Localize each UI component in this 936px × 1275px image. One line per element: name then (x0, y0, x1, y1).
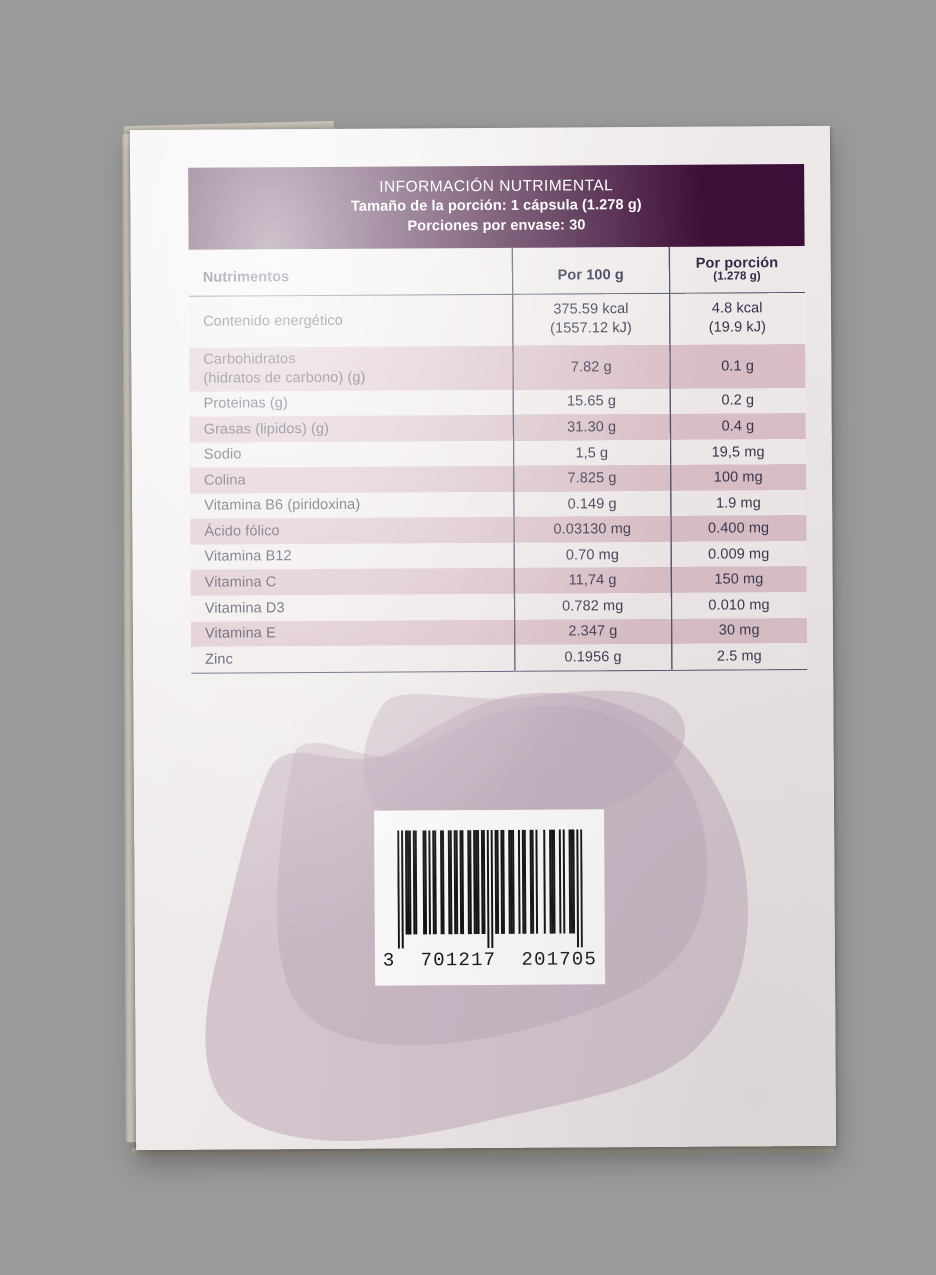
row-label-line2: (hidratos de carbono) (g) (203, 369, 366, 387)
servings-per-container-text: Porciones por envase: 30 (407, 216, 586, 235)
row-value-per-serving: 0.009 mg (670, 540, 807, 568)
table-row: Carbohidratos (hidratos de carbono) (g) … (189, 343, 806, 392)
product-carton: INFORMACIÓN NUTRIMENTAL Tamaño de la por… (122, 120, 837, 1157)
row-value-per-100g-line2: (1557.12 kJ) (550, 320, 632, 337)
barcode-bars (396, 829, 583, 949)
table-row: Colina 7.825 g 100 mg (189, 464, 807, 494)
table-row: Ácido fólico 0.03130 mg 0.400 mg (190, 515, 807, 545)
table-header-row: Nutrimentos Por 100 g Por porción (1.278… (188, 245, 805, 296)
row-value-per-100g: 0.03130 mg (513, 516, 671, 543)
row-label: Contenido energético (188, 294, 513, 348)
row-value-per-serving: 0.010 mg (671, 592, 807, 619)
row-value-per-100g: 0.1956 g (514, 643, 672, 671)
row-value-per-100g: 31.30 g (513, 414, 671, 441)
row-label: Colina (189, 466, 514, 494)
row-label: Vitamina E (190, 619, 515, 647)
row-label: Proteinas (g) (189, 389, 514, 417)
barcode-digits: 3 701217 201705 (382, 948, 598, 972)
row-value-per-serving-line1: 4.8 kcal (711, 299, 763, 317)
nutrition-facts-label: INFORMACIÓN NUTRIMENTAL Tamaño de la por… (188, 164, 808, 674)
row-value-per-serving: 4.8 kcal (19.9 kJ) (669, 292, 806, 345)
table-row: Vitamina C 11,74 g 150 mg (190, 566, 807, 596)
row-value-per-serving: 150 mg (671, 566, 807, 593)
row-value-per-serving: 0.4 g (670, 413, 806, 440)
row-value-per-100g: 0.149 g (513, 490, 671, 518)
row-value-per-100g: 1,5 g (513, 439, 671, 467)
row-label: Vitamina C (190, 568, 515, 596)
table-row: Contenido energético 375.59 kcal (1557.1… (188, 292, 806, 348)
column-header-per-serving-sub: (1.278 g) (713, 269, 761, 283)
carton-back-face: INFORMACIÓN NUTRIMENTAL Tamaño de la por… (129, 125, 837, 1151)
row-value-per-100g: 11,74 g (513, 567, 672, 594)
table-row: Sodio 1,5 g 19,5 mg (189, 438, 806, 469)
column-header-per-100g: Por 100 g (512, 246, 670, 295)
table-row: Vitamina E 2.347 g 30 mg (190, 617, 808, 647)
row-value-per-100g: 375.59 kcal (1557.12 kJ) (512, 293, 670, 346)
row-value-per-100g: 7.825 g (513, 465, 671, 492)
row-value-per-serving: 30 mg (671, 617, 808, 644)
column-header-per-serving: Por porción (1.278 g) (669, 245, 805, 294)
row-value-per-100g: 0.782 mg (514, 592, 672, 620)
column-header-nutrients: Nutrimentos (188, 247, 513, 296)
row-label: Ácido fólico (190, 517, 514, 545)
nutrition-table: Nutrimentos Por 100 g Por porción (1.278… (188, 245, 808, 674)
row-value-per-serving: 2.5 mg (671, 643, 808, 671)
row-value-per-100g: 2.347 g (514, 618, 672, 645)
row-label: Vitamina B12 (190, 542, 514, 571)
row-label: Vitamina B6 (piridoxina) (190, 491, 514, 520)
row-value-per-100g-line1: 375.59 kcal (553, 300, 629, 318)
table-row: Vitamina B6 (piridoxina) 0.149 g 1.9 mg (190, 489, 807, 520)
row-value-per-100g: 7.82 g (512, 344, 670, 390)
row-label: Carbohidratos (hidratos de carbono) (g) (189, 345, 513, 392)
row-label-line1: Carbohidratos (203, 351, 296, 368)
row-value-per-serving: 1.9 mg (670, 489, 807, 517)
row-value-per-serving: 19,5 mg (670, 438, 806, 466)
row-label: Vitamina D3 (190, 593, 515, 622)
row-label: Zinc (191, 644, 515, 673)
column-header-per-serving-main: Por porción (695, 254, 779, 272)
row-label: Grasas (lipidos) (g) (189, 414, 514, 443)
row-label: Sodio (189, 440, 514, 469)
nutrition-label-header: INFORMACIÓN NUTRIMENTAL Tamaño de la por… (188, 164, 805, 250)
row-value-per-100g: 15.65 g (512, 388, 671, 415)
table-row: Grasas (lipidos) (g) 31.30 g 0.4 g (189, 413, 806, 443)
row-value-per-serving: 0.1 g (669, 343, 806, 389)
row-value-per-serving-line2: (19.9 kJ) (708, 319, 767, 336)
row-value-per-serving: 0.400 mg (670, 515, 807, 542)
row-value-per-serving: 100 mg (670, 464, 807, 491)
row-value-per-serving: 0.2 g (669, 387, 806, 415)
table-row: Vitamina D3 0.782 mg 0.010 mg (190, 592, 807, 622)
table-row: Vitamina B12 0.70 mg 0.009 mg (190, 540, 807, 571)
barcode-block: 3 701217 201705 (374, 809, 606, 986)
table-row: Proteinas (g) 15.65 g 0.2 g (189, 387, 806, 417)
table-row: Zinc 0.1956 g 2.5 mg (191, 643, 808, 673)
row-value-per-100g: 0.70 mg (513, 541, 672, 569)
